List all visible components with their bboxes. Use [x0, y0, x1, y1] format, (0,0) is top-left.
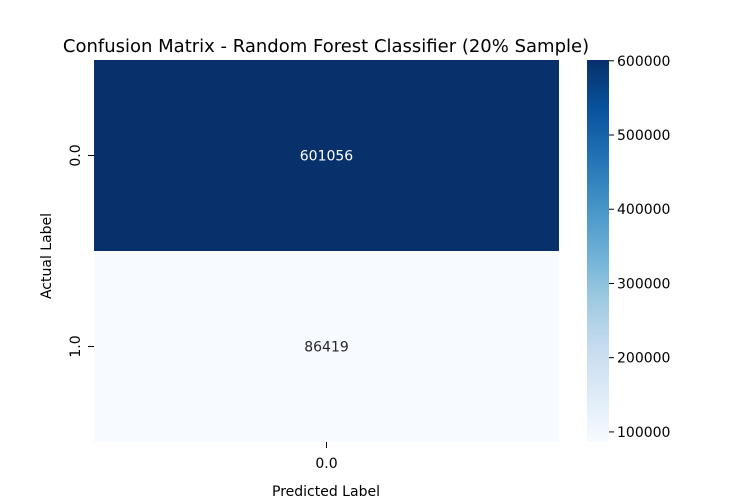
x-axis-label: Predicted Label	[272, 484, 380, 500]
y-axis-label: Actual Label	[39, 213, 55, 299]
heatmap-cell-label-0-0: 601056	[300, 149, 354, 165]
colorbar-tick-label-2: 300000	[617, 276, 670, 292]
colorbar-tick-label-0: 100000	[617, 425, 670, 441]
colorbar	[587, 60, 609, 442]
colorbar-ticks: 100000 200000 300000 400000 500000 600000	[609, 54, 670, 441]
heatmap-cell-label-1-0: 86419	[304, 340, 349, 356]
heatmap-cell-0-0	[94, 60, 559, 251]
heatmap-cell-labels: 601056 86419	[300, 149, 354, 356]
colorbar-tick-label-3: 400000	[617, 202, 670, 218]
heatmap-cells	[94, 60, 559, 442]
colorbar-tick-label-5: 600000	[617, 54, 670, 70]
x-tick-label-0: 0.0	[315, 456, 337, 472]
y-axis-ticks: 0.0 1.0	[68, 144, 94, 358]
chart-title: Confusion Matrix - Random Forest Classif…	[63, 36, 589, 57]
y-tick-label-1: 1.0	[68, 335, 84, 357]
heatmap-cell-1-0	[94, 251, 559, 442]
colorbar-tick-label-1: 200000	[617, 351, 670, 367]
colorbar-tick-label-4: 500000	[617, 128, 670, 144]
x-axis-ticks: 0.0	[315, 442, 338, 472]
y-tick-label-0: 0.0	[68, 144, 84, 166]
